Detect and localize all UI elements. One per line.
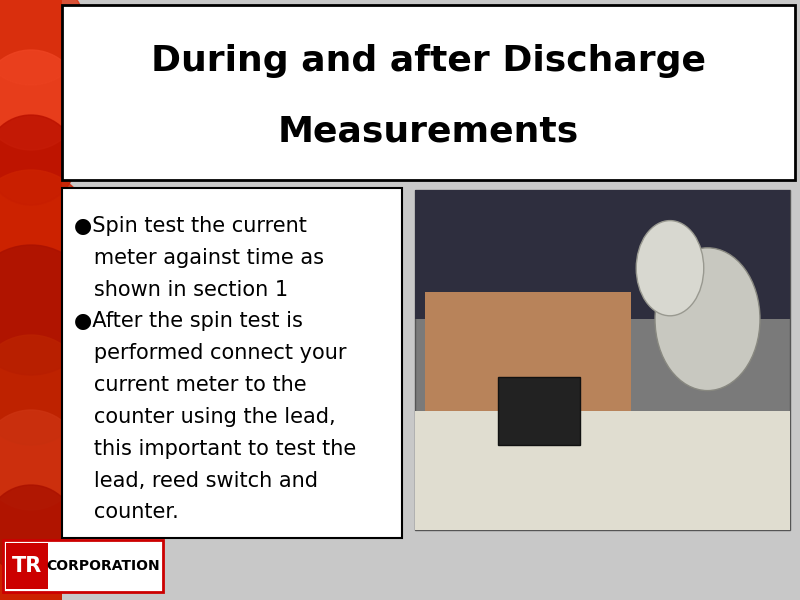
Bar — [415, 411, 790, 530]
Circle shape — [0, 410, 81, 510]
Ellipse shape — [655, 248, 760, 391]
Text: counter.: counter. — [74, 502, 178, 523]
Circle shape — [0, 170, 91, 290]
Text: counter using the lead,: counter using the lead, — [74, 407, 336, 427]
Bar — [62, 188, 402, 538]
Bar — [415, 190, 790, 530]
Circle shape — [0, 115, 76, 205]
Text: lead, reed switch and: lead, reed switch and — [74, 470, 318, 491]
Bar — [62, 5, 795, 180]
Circle shape — [0, 50, 81, 150]
Text: shown in section 1: shown in section 1 — [74, 280, 288, 299]
Text: this important to test the: this important to test the — [74, 439, 356, 459]
Text: Measurements: Measurements — [278, 114, 579, 148]
Bar — [0, 0, 62, 600]
Text: CORPORATION: CORPORATION — [46, 559, 160, 573]
Circle shape — [0, 245, 96, 375]
Circle shape — [0, 485, 76, 575]
Text: current meter to the: current meter to the — [74, 375, 306, 395]
Circle shape — [0, 0, 86, 85]
Bar — [425, 292, 631, 428]
Bar — [415, 190, 790, 319]
Circle shape — [0, 335, 86, 445]
Text: performed connect your: performed connect your — [74, 343, 346, 363]
Bar — [3, 540, 163, 592]
Bar — [6, 543, 48, 589]
Text: TR: TR — [12, 556, 42, 576]
Text: ●Spin test the current: ●Spin test the current — [74, 216, 307, 236]
Ellipse shape — [636, 221, 704, 316]
Bar — [498, 377, 580, 445]
Text: meter against time as: meter against time as — [74, 248, 324, 268]
Text: During and after Discharge: During and after Discharge — [151, 44, 706, 78]
Text: ●After the spin test is: ●After the spin test is — [74, 311, 303, 331]
